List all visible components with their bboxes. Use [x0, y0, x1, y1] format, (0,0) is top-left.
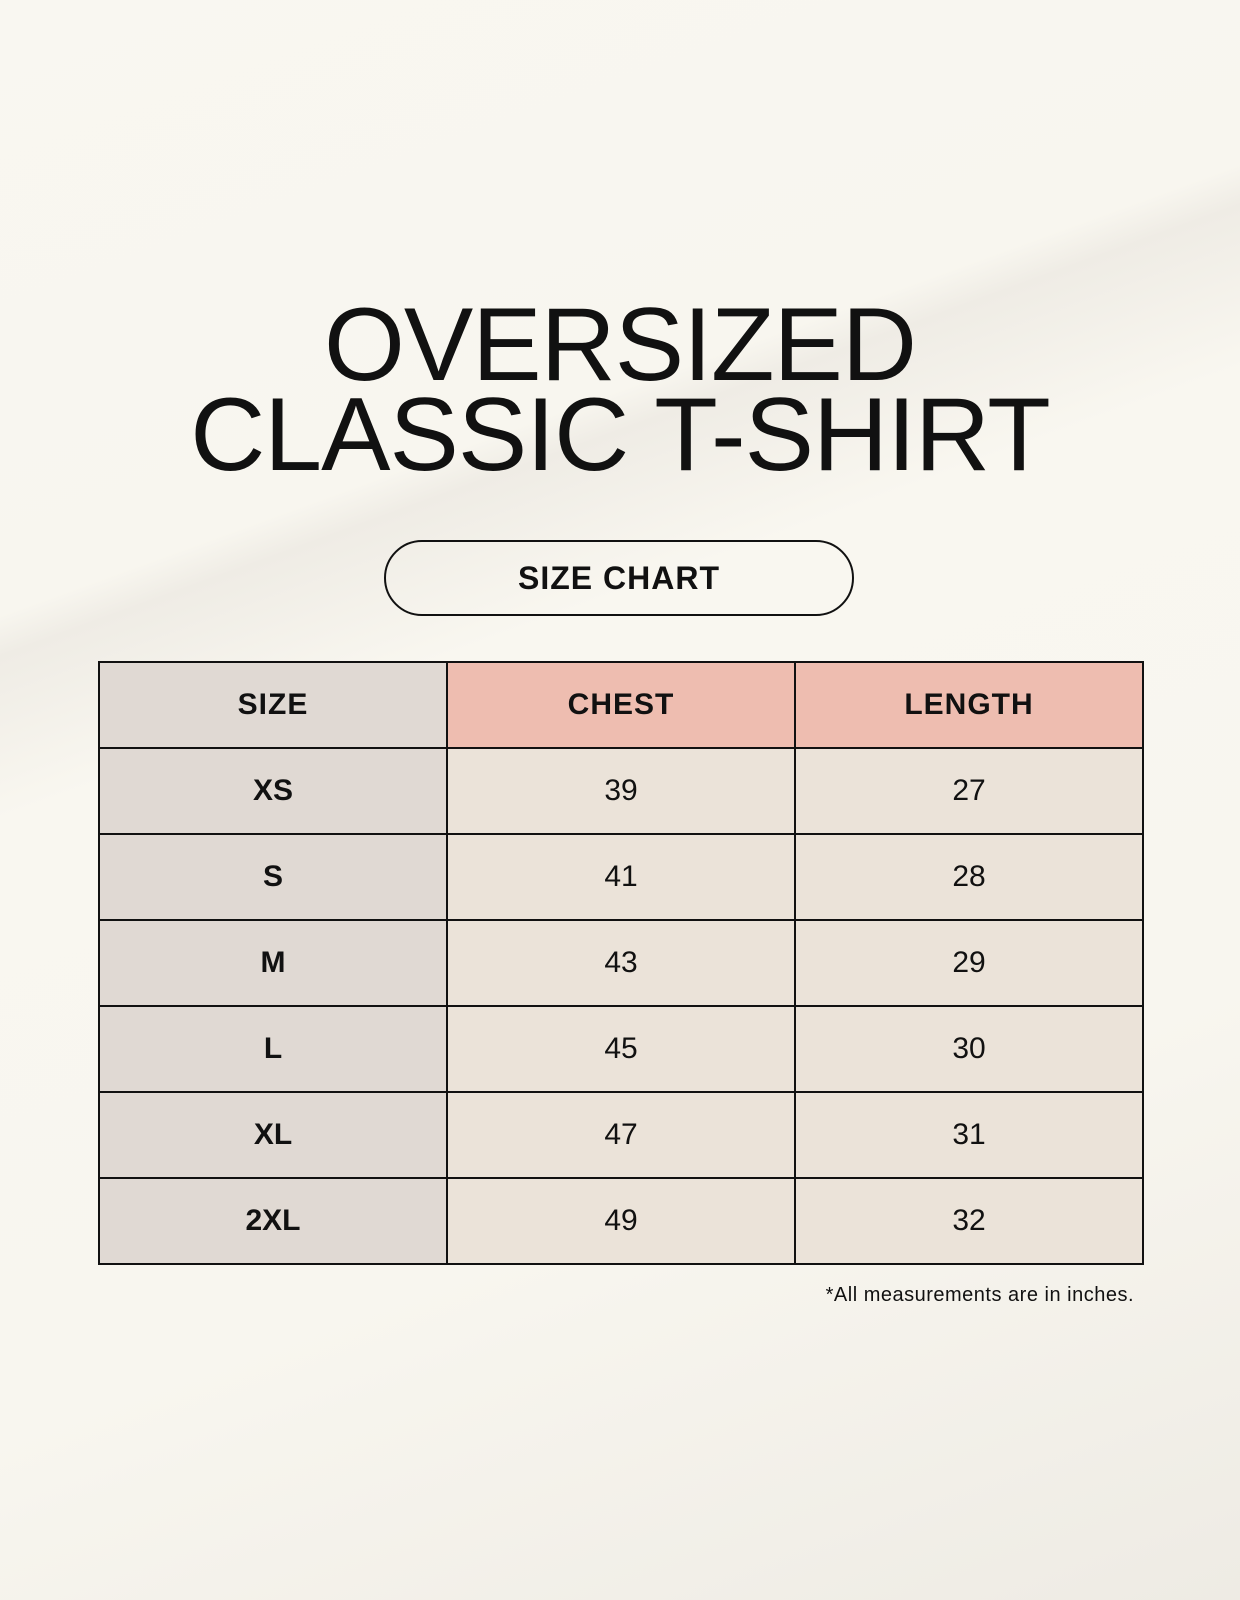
measurement-note: *All measurements are in inches.: [825, 1284, 1134, 1306]
table-row: S 41 28: [98, 833, 1144, 921]
table-row: 2XL 49 32: [98, 1177, 1144, 1265]
cell-chest: 39: [446, 747, 796, 835]
cell-size: L: [98, 1005, 448, 1093]
cell-length: 28: [794, 833, 1144, 921]
size-table: SIZE CHEST LENGTH XS 39 27 S 41 28 M 43 29 L 45 30 X…: [98, 661, 1144, 1265]
cell-size: XL: [98, 1091, 448, 1179]
table-row: XS 39 27: [98, 747, 1144, 835]
cell-length: 29: [794, 919, 1144, 1007]
header-chest: CHEST: [446, 661, 796, 749]
cell-chest: 41: [446, 833, 796, 921]
cell-chest: 49: [446, 1177, 796, 1265]
header-length: LENGTH: [794, 661, 1144, 749]
table-row: M 43 29: [98, 919, 1144, 1007]
cell-chest: 43: [446, 919, 796, 1007]
cell-length: 30: [794, 1005, 1144, 1093]
cell-size: S: [98, 833, 448, 921]
table-row: L 45 30: [98, 1005, 1144, 1093]
header-size: SIZE: [98, 661, 448, 749]
table-row: XL 47 31: [98, 1091, 1144, 1179]
cell-size: 2XL: [98, 1177, 448, 1265]
table-header-row: SIZE CHEST LENGTH: [98, 661, 1144, 749]
title-line-2: CLASSIC T-SHIRT: [190, 377, 1051, 493]
title-line-1: OVERSIZED: [324, 287, 917, 403]
cell-length: 31: [794, 1091, 1144, 1179]
cell-size: XS: [98, 747, 448, 835]
size-chart-badge: SIZE CHART: [384, 540, 854, 616]
cell-length: 32: [794, 1177, 1144, 1265]
cell-size: M: [98, 919, 448, 1007]
cell-chest: 47: [446, 1091, 796, 1179]
cell-length: 27: [794, 747, 1144, 835]
cell-chest: 45: [446, 1005, 796, 1093]
page-title: OVERSIZED CLASSIC T-SHIRT: [0, 287, 1240, 493]
